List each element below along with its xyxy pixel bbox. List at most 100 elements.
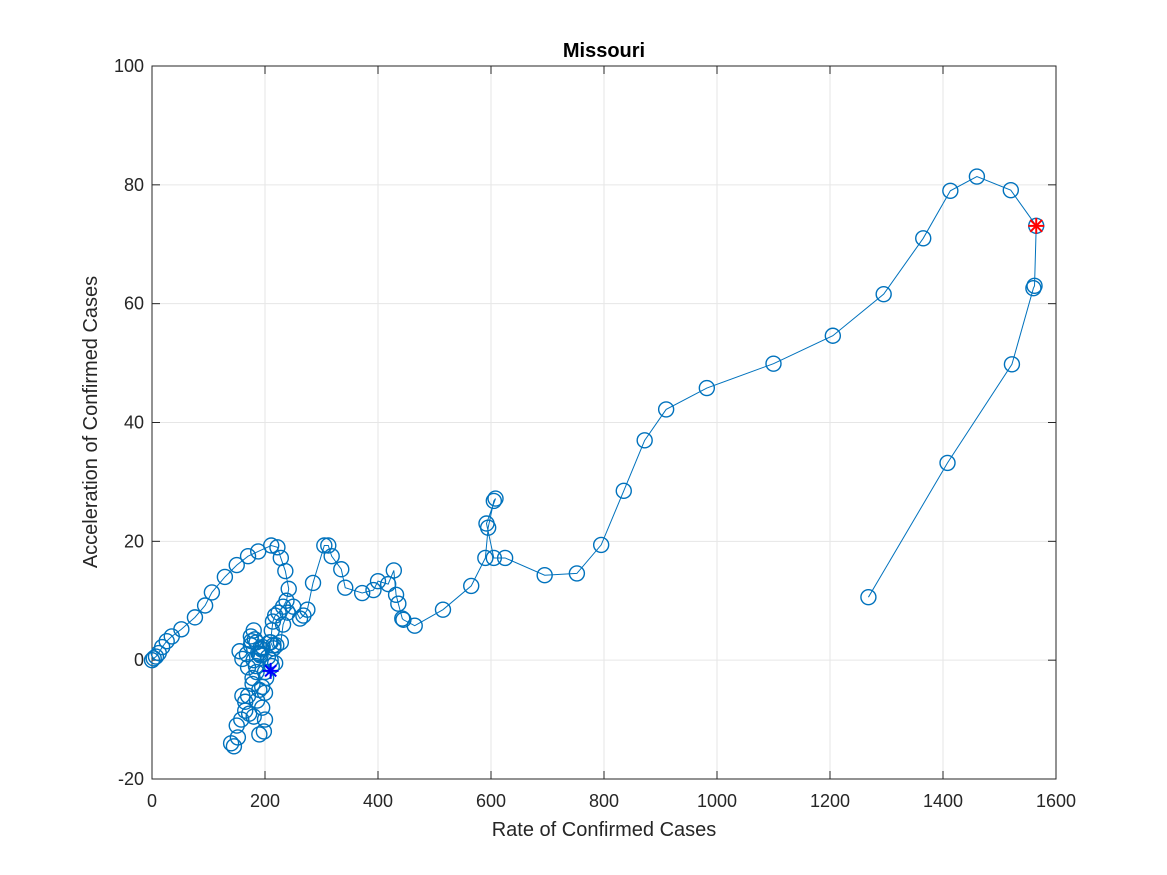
data-point [304,574,322,592]
data-point [939,454,956,472]
data-point [477,549,494,567]
chart-title: Missouri [563,40,645,62]
data-point [1002,181,1019,199]
x-tick-label: 0 [147,791,157,811]
data-point [385,562,403,579]
x-tick-label: 1600 [1036,791,1076,811]
data-point [147,648,165,665]
x-tick-label: 1200 [810,791,850,811]
data-point [225,738,243,755]
start-point-marker [262,662,279,679]
data-point [228,556,245,574]
data-point [487,490,504,507]
data-point [269,539,286,556]
data-point [434,601,452,618]
data-point [265,637,282,654]
y-tick-label: 40 [124,413,144,433]
data-point [657,401,675,418]
data-point [173,621,190,638]
data-point [229,729,247,746]
start-marker-stroke [264,664,277,678]
data-point [245,622,262,639]
series-1 [222,622,284,755]
y-axis-label: Acceleration of Confirmed Cases [80,276,102,568]
data-point [264,613,282,630]
data-point [333,561,350,578]
data-point [379,575,397,593]
data-point [251,726,268,743]
data-point [365,581,382,599]
data-point [568,565,586,582]
data-point [186,609,204,626]
data-point [942,182,959,199]
y-tick-label: 20 [124,531,144,551]
data-point [158,632,175,650]
y-tick-label: 60 [124,294,144,314]
y-tick-label: 80 [124,175,144,195]
data-point [272,634,290,651]
data-point [968,168,986,185]
x-tick-label: 1000 [697,791,737,811]
data-point [270,604,287,621]
y-tick-label: 100 [114,56,144,76]
x-tick-label: 800 [589,791,619,811]
data-point [406,617,423,634]
data-point [1003,356,1021,373]
data-point [387,586,405,604]
data-point [320,537,337,554]
data-point [243,632,260,650]
data-point [153,638,171,656]
x-tick-label: 200 [250,791,280,811]
data-point [299,601,316,618]
data-point [323,547,340,565]
data-point [369,572,387,590]
data-point [252,647,269,664]
end-point-marker [1028,217,1045,234]
end-marker-stroke [1029,219,1043,233]
grid-lines [151,65,1057,780]
y-tick-label: 0 [134,650,144,670]
data-point [390,595,407,612]
x-tick-label: 400 [363,791,393,811]
x-tick-label: 600 [476,791,506,811]
data-point [253,641,270,658]
special-markers [262,217,1045,679]
data-point [915,230,932,247]
data-point [256,684,274,702]
data-point [463,577,480,595]
data-point [765,355,782,372]
data-point [615,482,632,500]
data-point [245,708,262,725]
data-point [280,580,297,598]
data-point [196,597,214,614]
data-point [478,515,495,532]
data-point [353,584,371,602]
data-point [337,579,354,596]
data-point [485,492,503,510]
data-point [875,285,892,303]
tick-labels: 0 200 400 600 800 1000 1200 1400 1600-2002040608… [114,56,1076,811]
data-point [485,549,503,567]
data-point [860,588,877,606]
data-point [698,379,716,397]
data-point [203,584,221,601]
data-point [1025,280,1042,297]
data-point [496,549,514,567]
data-point [216,568,234,586]
data-point [263,537,280,554]
data-point [592,536,610,554]
data-point [239,687,257,705]
data-point [1026,277,1043,295]
x-axis-label: Rate of Confirmed Cases [492,819,717,841]
y-tick-label: -20 [118,769,144,789]
data-point [636,432,653,449]
series-0 [143,168,1045,669]
data-series [143,168,1045,755]
data-point [277,562,294,580]
data-point [255,723,273,740]
data-point [239,547,257,565]
data-point [239,659,257,676]
data-point [256,711,274,728]
